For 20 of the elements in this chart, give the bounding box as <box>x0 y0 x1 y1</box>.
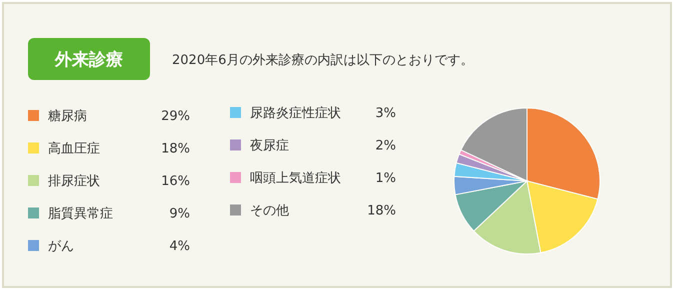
legend-label: 排尿症状 <box>48 174 100 189</box>
data-label: 18% <box>161 142 190 156</box>
data-label: 9% <box>169 206 190 222</box>
data-label: 18% <box>367 204 396 218</box>
data-label: 16% <box>161 174 190 189</box>
chart-subtitle: 2020年6月の外来診療の内訳は以下のとおりです。 <box>172 53 474 68</box>
legend-label: がん <box>48 239 74 254</box>
data-label: 4% <box>169 239 190 254</box>
data-label: 1% <box>375 171 396 186</box>
legend-label: 糖尿病 <box>48 109 87 124</box>
legend-label: 高血圧症 <box>48 140 100 156</box>
data-label: 29% <box>161 109 190 124</box>
legend-label: 咽頭上気道症状 <box>250 171 341 186</box>
chart-title: 外来診療 <box>54 50 123 70</box>
legend-label: その他 <box>250 204 289 218</box>
legend-label: 夜尿症 <box>250 138 289 154</box>
data-label: 3% <box>375 106 396 121</box>
data-label: 2% <box>375 138 396 154</box>
legend-label: 尿路炎症性症状 <box>250 106 341 121</box>
legend-label: 脂質異常症 <box>48 206 113 222</box>
